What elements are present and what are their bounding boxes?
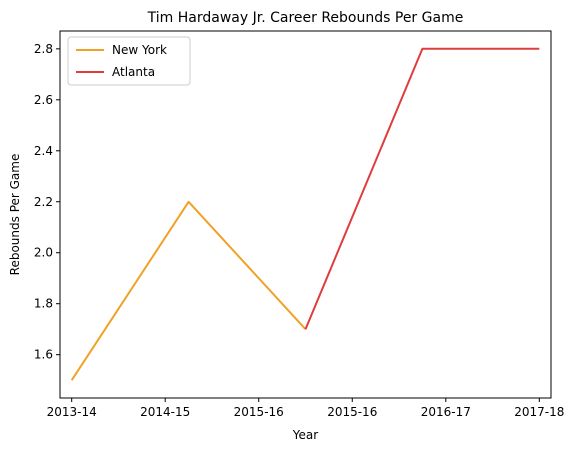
y-tick-label: 2.4 (34, 144, 53, 158)
chart-title: Tim Hardaway Jr. Career Rebounds Per Gam… (147, 10, 464, 26)
plot-lines (72, 49, 540, 380)
x-tick-label: 2015-16 (327, 405, 377, 419)
legend-label: Atlanta (112, 65, 155, 79)
y-tick-label: 2.8 (34, 42, 53, 56)
y-tick-label: 1.8 (34, 297, 53, 311)
x-tick-label: 2016-17 (421, 405, 471, 419)
series-line-0 (72, 202, 306, 380)
x-axis: 2013-14 2014-15 2015-16 2015-16 2016-17 2017-… (47, 398, 565, 419)
legend: New York Atlanta (68, 37, 190, 85)
y-tick-label: 2.0 (34, 246, 53, 260)
x-tick-label: 2017-18 (514, 405, 564, 419)
y-axis: 1.6 1.8 2.0 2.2 2.4 2.6 2.8 (34, 42, 60, 362)
x-tick-label: 2013-14 (47, 405, 97, 419)
y-axis-label: Rebounds Per Game (8, 154, 22, 276)
x-tick-label: 2015-16 (234, 405, 284, 419)
y-tick-label: 1.6 (34, 348, 53, 362)
y-tick-label: 2.6 (34, 93, 53, 107)
plot-frame (60, 31, 551, 398)
x-axis-label: Year (292, 428, 318, 442)
series-line-1 (306, 49, 540, 329)
x-tick-label: 2014-15 (140, 405, 190, 419)
legend-label: New York (112, 43, 167, 57)
y-tick-label: 2.2 (34, 195, 53, 209)
